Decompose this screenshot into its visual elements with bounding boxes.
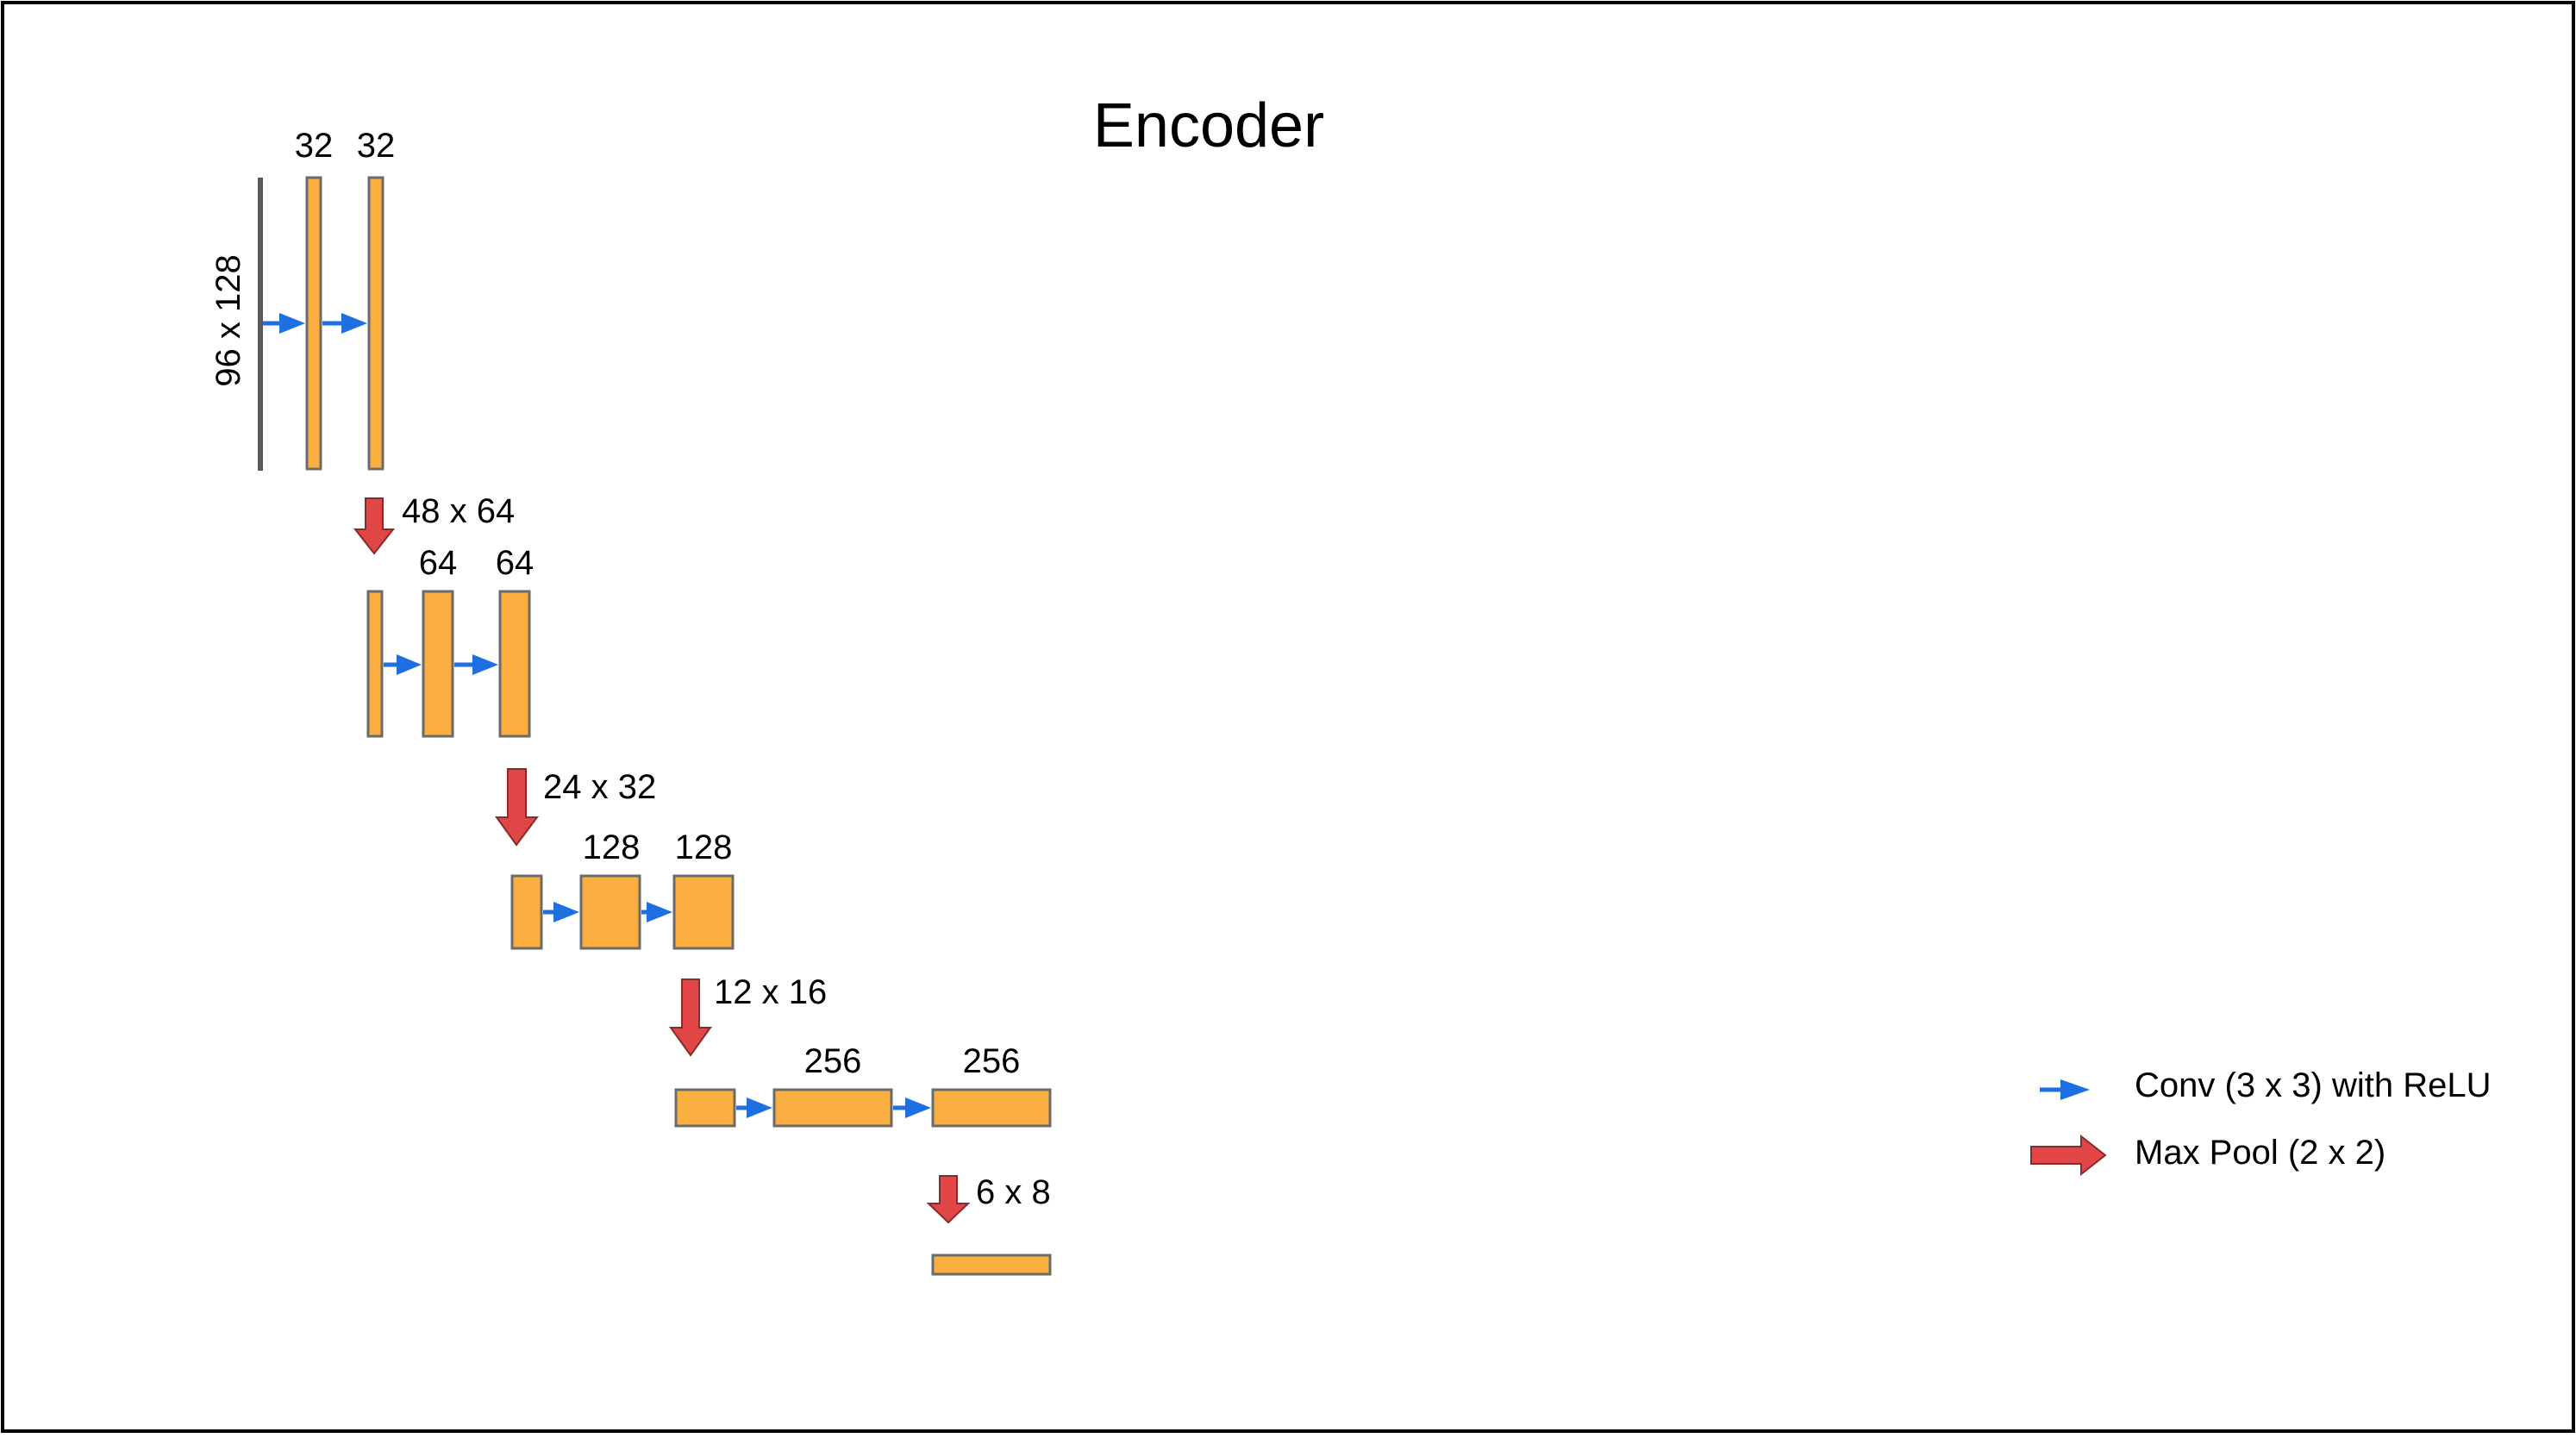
legend-conv-label: Conv (3 x 3) with ReLU <box>2135 1066 2491 1104</box>
feature-map <box>672 874 735 950</box>
feature-map <box>510 874 543 950</box>
channel-label: 32 <box>357 127 396 165</box>
channel-label: 256 <box>804 1042 862 1080</box>
feature-map <box>366 590 384 738</box>
channel-label: 128 <box>675 828 733 866</box>
diagram-title: Encoder <box>1093 91 1324 160</box>
feature-map <box>498 590 531 738</box>
conv-arrow <box>263 313 305 334</box>
conv-arrow <box>454 654 498 675</box>
conv-arrow <box>384 654 422 675</box>
feature-map <box>931 1088 1052 1128</box>
feature-map <box>674 1088 736 1128</box>
size-label: 48 x 64 <box>402 492 515 530</box>
feature-map <box>367 176 385 471</box>
conv-arrow <box>736 1097 772 1118</box>
legend-conv-icon <box>2040 1079 2090 1100</box>
size-label: 6 x 8 <box>976 1173 1051 1211</box>
conv-arrow <box>641 902 672 922</box>
channel-label: 128 <box>583 828 641 866</box>
channel-label: 64 <box>496 544 535 582</box>
feature-map <box>305 176 322 471</box>
channel-label: 32 <box>295 127 334 165</box>
legend-pool-label: Max Pool (2 x 2) <box>2135 1134 2385 1172</box>
size-label: 12 x 16 <box>714 973 827 1011</box>
channel-label: 64 <box>419 544 458 582</box>
legend: Conv (3 x 3) with ReLU Max Pool (2 x 2) <box>2030 1066 2491 1177</box>
size-label: 24 x 32 <box>543 768 656 806</box>
feature-map <box>422 590 454 738</box>
input-size-label: 96 x 128 <box>209 254 247 386</box>
channel-label: 256 <box>963 1042 1021 1080</box>
legend-pool-icon <box>2030 1134 2107 1177</box>
feature-map <box>579 874 641 950</box>
max-pool-arrow <box>669 978 712 1057</box>
conv-arrow <box>543 902 579 922</box>
conv-arrow <box>322 313 367 334</box>
max-pool-arrow <box>353 497 396 555</box>
conv-arrow <box>893 1097 931 1118</box>
max-pool-arrow <box>926 1175 971 1224</box>
feature-map <box>931 1254 1052 1276</box>
max-pool-arrow <box>495 768 539 847</box>
feature-map <box>772 1088 893 1128</box>
